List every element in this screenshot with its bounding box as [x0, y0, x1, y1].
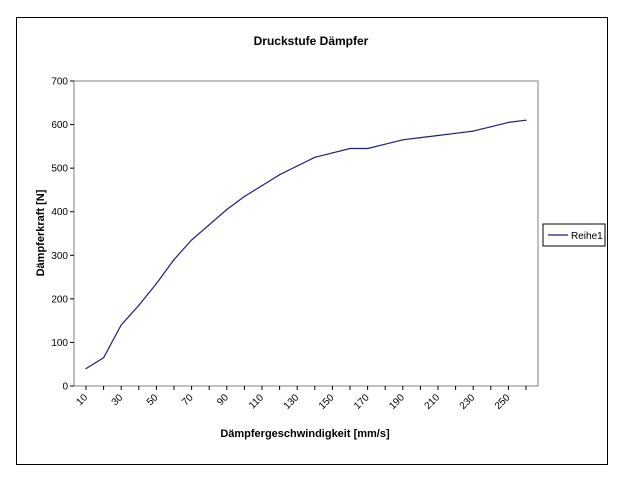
data-point — [243, 195, 245, 198]
x-tick-label: 210 — [423, 392, 443, 412]
chart-title: Druckstufe Dämpfer — [254, 34, 369, 48]
x-tick-label: 190 — [387, 392, 407, 412]
data-point — [367, 147, 369, 150]
data-point — [437, 134, 439, 137]
data-point — [208, 224, 210, 226]
data-point — [85, 367, 87, 370]
data-point — [103, 357, 105, 359]
x-tick-label: 30 — [110, 392, 126, 408]
x-tick-label: 170 — [352, 392, 372, 412]
x-tick-label: 70 — [180, 392, 196, 408]
legend-box — [542, 223, 606, 247]
series-line-1 — [85, 119, 527, 370]
data-point — [314, 156, 316, 158]
data-point — [296, 165, 298, 167]
data-point — [226, 208, 228, 211]
data-point — [120, 324, 122, 326]
data-point — [331, 152, 333, 154]
x-tick-label: 230 — [458, 392, 478, 412]
data-point — [279, 174, 281, 176]
data-point — [507, 121, 509, 123]
data-point — [525, 119, 527, 121]
x-tick-label: 150 — [317, 392, 337, 412]
plot-area — [73, 80, 539, 387]
y-tick-label: 300 — [51, 251, 68, 262]
x-tick-label: 10 — [74, 392, 90, 408]
y-tick-label: 400 — [51, 207, 68, 218]
y-tick-label: 200 — [51, 294, 68, 305]
legend-label: Reihe1 — [571, 231, 603, 242]
x-tick-label: 50 — [145, 392, 161, 408]
x-tick-label: 130 — [282, 392, 302, 412]
data-point — [384, 143, 386, 145]
y-tick-label: 500 — [51, 164, 68, 175]
data-point — [173, 259, 175, 261]
data-point — [472, 130, 474, 132]
y-tick-label: 100 — [51, 338, 68, 349]
legend: Reihe1 — [542, 223, 606, 247]
x-tick-label: 90 — [215, 392, 231, 408]
y-tick-label: 700 — [51, 77, 68, 88]
x-tick-label: 250 — [493, 392, 513, 412]
data-point — [455, 132, 457, 134]
data-point — [490, 126, 492, 128]
x-axis-label: Dämpfergeschwindigkeit [mm/s] — [220, 428, 390, 440]
data-point — [419, 137, 421, 139]
data-point — [349, 147, 351, 150]
y-tick-label: 600 — [51, 120, 68, 131]
data-point — [138, 304, 140, 306]
y-axis-label: Dämpferkraft [N] — [35, 189, 47, 276]
data-point — [402, 139, 404, 141]
data-point — [155, 283, 157, 285]
y-tick-label: 0 — [62, 382, 68, 393]
data-point — [191, 239, 193, 241]
x-tick-label: 110 — [247, 392, 266, 411]
data-point — [261, 184, 263, 187]
